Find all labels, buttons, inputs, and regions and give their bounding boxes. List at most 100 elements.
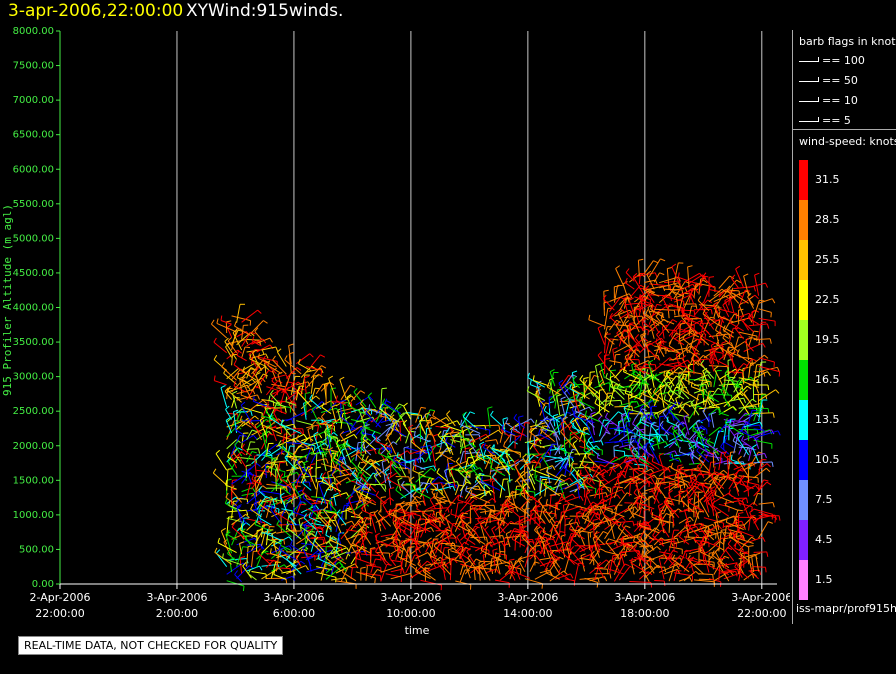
wind-barb-flag	[563, 570, 568, 575]
wind-barb-flag	[623, 337, 628, 342]
wind-barb-flag	[493, 444, 495, 450]
wind-barb-flag	[620, 537, 624, 543]
wind-barb	[306, 440, 323, 448]
wind-barb	[281, 575, 293, 581]
wind-barb	[505, 422, 521, 434]
wind-barb-flag	[472, 492, 477, 496]
wind-barb-flag	[623, 456, 628, 462]
wind-barb-flag	[410, 483, 414, 489]
wind-barb	[543, 410, 561, 423]
wind-barb-flag	[641, 565, 646, 570]
wind-barb	[343, 443, 352, 463]
wind-barb	[649, 446, 660, 464]
wind-barb-flag	[460, 436, 462, 442]
wind-barb	[692, 425, 700, 436]
wind-barb	[556, 396, 561, 415]
wind-barb	[340, 384, 351, 401]
wind-barb	[247, 573, 257, 581]
wind-barb-flag	[660, 258, 666, 262]
wind-barb	[390, 559, 402, 563]
wind-barb-flag	[594, 530, 598, 536]
wind-barb-flag	[635, 478, 641, 481]
wind-barb-flag	[629, 322, 635, 324]
wind-barb	[524, 541, 530, 554]
wind-barb	[281, 493, 295, 499]
wind-barb	[693, 358, 710, 361]
wind-barb-flag	[624, 388, 627, 394]
wind-barb	[662, 412, 670, 422]
wind-barb	[225, 497, 237, 506]
wind-barb	[643, 515, 658, 527]
wind-barb-flag	[246, 464, 252, 467]
wind-barb-flag	[249, 332, 255, 337]
wind-barb	[711, 357, 730, 367]
wind-barb	[311, 409, 322, 428]
wind-barb-flag	[386, 412, 392, 417]
wind-barb-flag	[332, 435, 338, 438]
wind-barb	[693, 426, 707, 430]
wind-barb-flag	[719, 541, 725, 545]
wind-barb-flag	[254, 519, 257, 525]
wind-barb	[241, 325, 244, 340]
wind-barb-flag	[429, 550, 432, 556]
wind-barb	[427, 540, 436, 558]
wind-barb	[713, 294, 730, 303]
wind-barb	[288, 353, 292, 373]
wind-barb-flag	[256, 463, 261, 467]
wind-barb-flag	[698, 491, 704, 494]
wind-barb	[380, 497, 391, 505]
wind-barb	[261, 531, 266, 546]
wind-barb	[701, 544, 705, 562]
wind-barb-flag	[511, 566, 514, 572]
wind-barb	[614, 429, 636, 434]
wind-barb	[708, 387, 719, 402]
wind-barb	[643, 290, 651, 303]
wind-barb	[389, 557, 397, 567]
wind-barb	[569, 406, 590, 417]
wind-barb	[683, 330, 704, 340]
wind-barb	[710, 488, 715, 499]
wind-barb	[256, 510, 261, 523]
wind-barb-flag	[472, 496, 478, 501]
wind-barb	[628, 436, 633, 449]
wind-barb	[415, 448, 429, 461]
wind-barb-flag	[550, 550, 555, 555]
wind-barb	[237, 377, 252, 386]
wind-barb-flag	[680, 554, 685, 559]
wind-barb-flag	[440, 518, 444, 524]
wind-barb-flag	[646, 270, 652, 275]
wind-barb	[638, 504, 643, 517]
wind-barb	[683, 536, 706, 539]
wind-barb	[604, 335, 615, 345]
wind-barb	[241, 487, 253, 493]
wind-barb	[473, 567, 476, 581]
wind-barb-flag	[594, 390, 598, 396]
wind-barb-flag	[645, 309, 649, 315]
wind-barb-flag	[441, 558, 447, 561]
wind-barb-flag	[705, 438, 708, 444]
wind-barb-flag	[603, 289, 609, 292]
wind-barb	[386, 478, 406, 491]
wind-barb	[727, 360, 730, 380]
wind-barb	[232, 393, 238, 409]
wind-barb	[683, 370, 703, 375]
wind-barb	[692, 348, 705, 368]
wind-barb	[279, 402, 282, 414]
wind-barb	[688, 483, 700, 499]
wind-barb-flag	[236, 425, 242, 430]
wind-barb	[479, 489, 492, 499]
wind-barb-flag	[581, 460, 584, 466]
wind-barb	[402, 423, 412, 436]
wind-barb-flag	[635, 451, 638, 457]
wind-barb	[455, 424, 475, 436]
wind-barb-flag	[353, 484, 356, 490]
wind-barb-flag	[384, 468, 390, 473]
wind-barb	[632, 470, 635, 482]
wind-barb	[340, 520, 352, 526]
wind-barb-flag	[266, 401, 269, 407]
wind-barb-flag	[542, 508, 548, 513]
wind-barb	[310, 365, 322, 379]
wind-barb-flag	[688, 363, 694, 366]
wind-barb-flag	[224, 498, 228, 504]
wind-barb-flag	[648, 481, 650, 488]
